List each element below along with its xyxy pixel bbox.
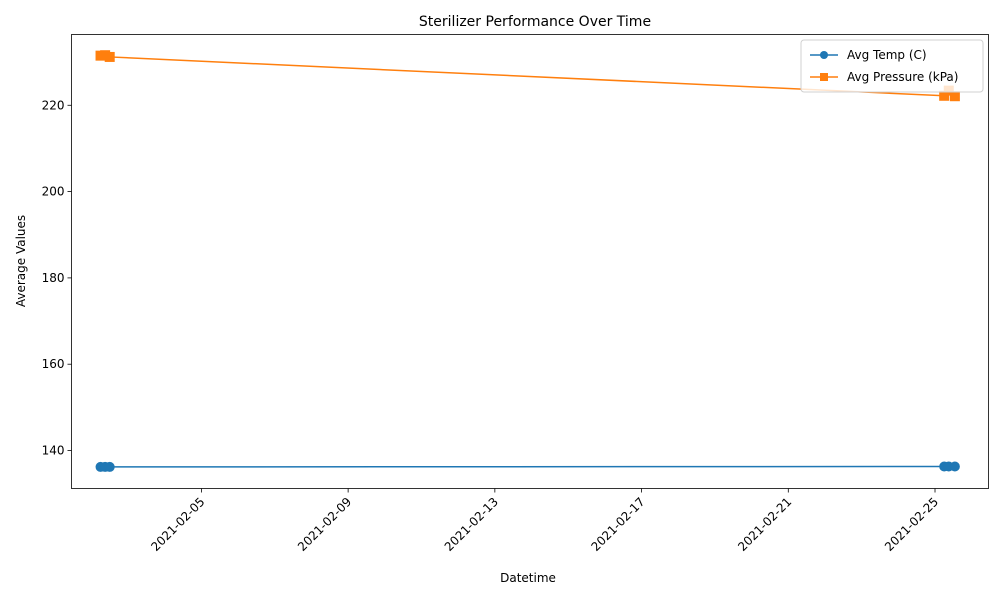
data-point bbox=[104, 51, 115, 62]
x-axis-ticks: 2021-02-05 2021-02-09 2021-02-13 2021-02-17… bbox=[148, 488, 941, 554]
legend-marker bbox=[820, 51, 828, 59]
data-point bbox=[949, 461, 960, 472]
y-tick-label: 180 bbox=[42, 271, 65, 285]
x-tick-label: 2021-02-21 bbox=[735, 495, 794, 554]
legend-label: Avg Pressure (kPa) bbox=[847, 70, 958, 84]
x-axis-title: Datetime bbox=[500, 571, 556, 585]
plot-area bbox=[71, 34, 989, 489]
legend-marker bbox=[820, 73, 828, 81]
data-point bbox=[949, 91, 960, 102]
y-tick-label: 220 bbox=[42, 98, 65, 112]
data-point bbox=[939, 90, 950, 101]
series-0 bbox=[95, 461, 960, 472]
legend-label: Avg Temp (C) bbox=[847, 48, 927, 62]
x-tick-label: 2021-02-25 bbox=[882, 495, 941, 554]
y-tick-label: 140 bbox=[42, 444, 65, 458]
x-tick-label: 2021-02-09 bbox=[295, 495, 354, 554]
y-axis-title: Average Values bbox=[14, 215, 28, 307]
x-tick-label: 2021-02-05 bbox=[148, 495, 207, 554]
legend-box bbox=[800, 39, 984, 93]
data-point bbox=[104, 461, 115, 472]
x-tick-label: 2021-02-17 bbox=[588, 495, 647, 554]
y-tick-label: 200 bbox=[42, 185, 65, 199]
legend: Avg Temp (C) Avg Pressure (kPa) bbox=[800, 39, 984, 93]
chart-title: Sterilizer Performance Over Time bbox=[419, 14, 651, 30]
y-tick-label: 160 bbox=[42, 357, 65, 371]
y-axis-ticks: 140 160 180 200 220 bbox=[42, 98, 72, 458]
series-layer bbox=[95, 50, 960, 472]
x-tick-label: 2021-02-13 bbox=[442, 495, 501, 554]
